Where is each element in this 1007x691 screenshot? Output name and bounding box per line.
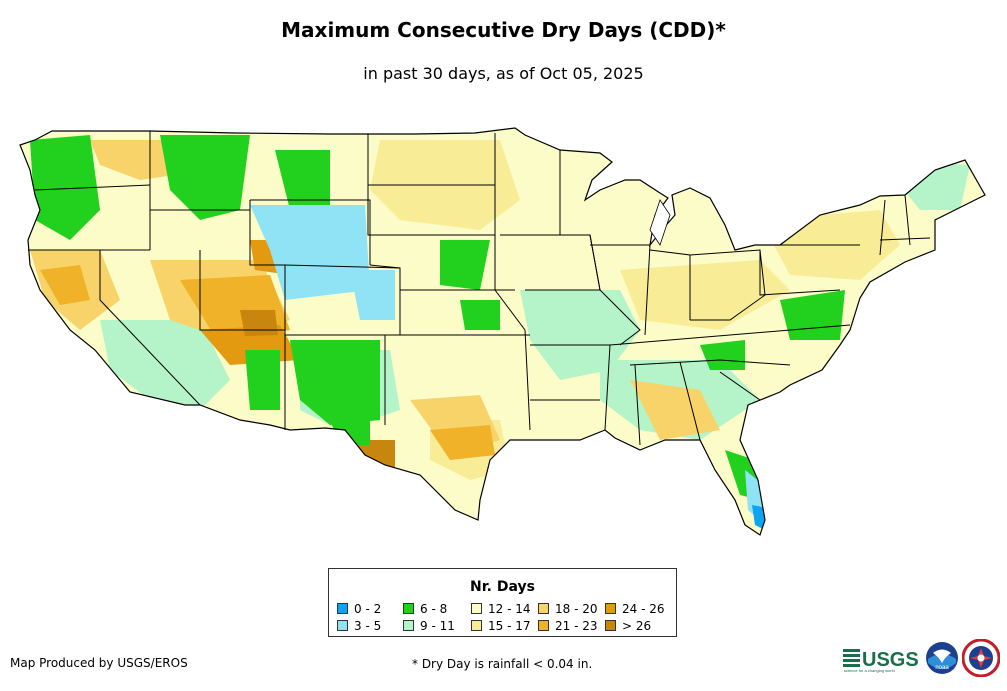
cdd-zone — [330, 420, 370, 445]
cdd-zone — [520, 290, 640, 380]
legend-swatch — [605, 620, 616, 631]
dry-day-note: * Dry Day is rainfall < 0.04 in. — [412, 657, 593, 671]
legend-swatch — [403, 603, 414, 614]
cdd-zone — [700, 340, 745, 370]
us-cdd-map — [19, 127, 986, 536]
cdd-zone — [240, 310, 278, 336]
legend-title: Nr. Days — [470, 579, 535, 595]
legend-item: 3 - 5 — [337, 619, 381, 633]
cdd-zone — [430, 425, 495, 460]
legend-swatch — [538, 620, 549, 631]
legend-item: > 26 — [605, 619, 651, 633]
legend-item: 24 - 26 — [605, 602, 665, 616]
legend-swatch — [538, 603, 549, 614]
cdd-zone — [780, 290, 845, 340]
legend: Nr. Days 0 - 2 3 - 5 6 - 8 9 - 11 12 - 1… — [328, 568, 677, 637]
legend-swatch — [337, 620, 348, 631]
svg-text:USGS: USGS — [862, 649, 919, 671]
legend-item: 0 - 2 — [337, 602, 381, 616]
cdd-zone — [160, 135, 250, 220]
cdd-zone — [275, 150, 330, 210]
cdd-zone — [460, 300, 500, 330]
legend-item: 9 - 11 — [403, 619, 455, 633]
map-title: Maximum Consecutive Dry Days (CDD)* — [281, 18, 726, 42]
cdd-zone — [620, 260, 790, 330]
legend-item: 12 - 14 — [471, 602, 531, 616]
cdd-zone — [360, 330, 540, 400]
legend-swatch — [337, 603, 348, 614]
legend-swatch — [605, 603, 616, 614]
lake-michigan — [649, 199, 671, 246]
producer-credit: Map Produced by USGS/EROS — [10, 656, 188, 670]
legend-item: 18 - 20 — [538, 602, 598, 616]
cdd-zone — [350, 270, 395, 320]
cdd-zone — [250, 205, 370, 300]
nws-logo — [962, 639, 1000, 677]
svg-text:science for a changing world: science for a changing world — [844, 668, 895, 673]
cdd-zone — [245, 350, 280, 410]
legend-swatch — [403, 620, 414, 631]
cdd-zone — [40, 265, 90, 305]
svg-text:noaa: noaa — [935, 665, 949, 671]
cdd-zone — [290, 340, 380, 425]
cdd-zone — [440, 240, 490, 290]
cdd-zone — [100, 320, 230, 410]
legend-item: 21 - 23 — [538, 619, 598, 633]
state-boundaries — [19, 127, 986, 536]
cdd-zone — [30, 135, 100, 240]
legend-swatch — [471, 620, 482, 631]
legend-swatch — [471, 603, 482, 614]
usgs-logo: USGS science for a changing world — [843, 649, 919, 673]
map-subtitle: in past 30 days, as of Oct 05, 2025 — [363, 64, 644, 83]
legend-item: 15 - 17 — [471, 619, 531, 633]
noaa-logo: noaa — [926, 642, 958, 674]
legend-item: 6 - 8 — [403, 602, 447, 616]
cdd-raster — [20, 128, 985, 535]
cdd-zone — [630, 380, 720, 440]
